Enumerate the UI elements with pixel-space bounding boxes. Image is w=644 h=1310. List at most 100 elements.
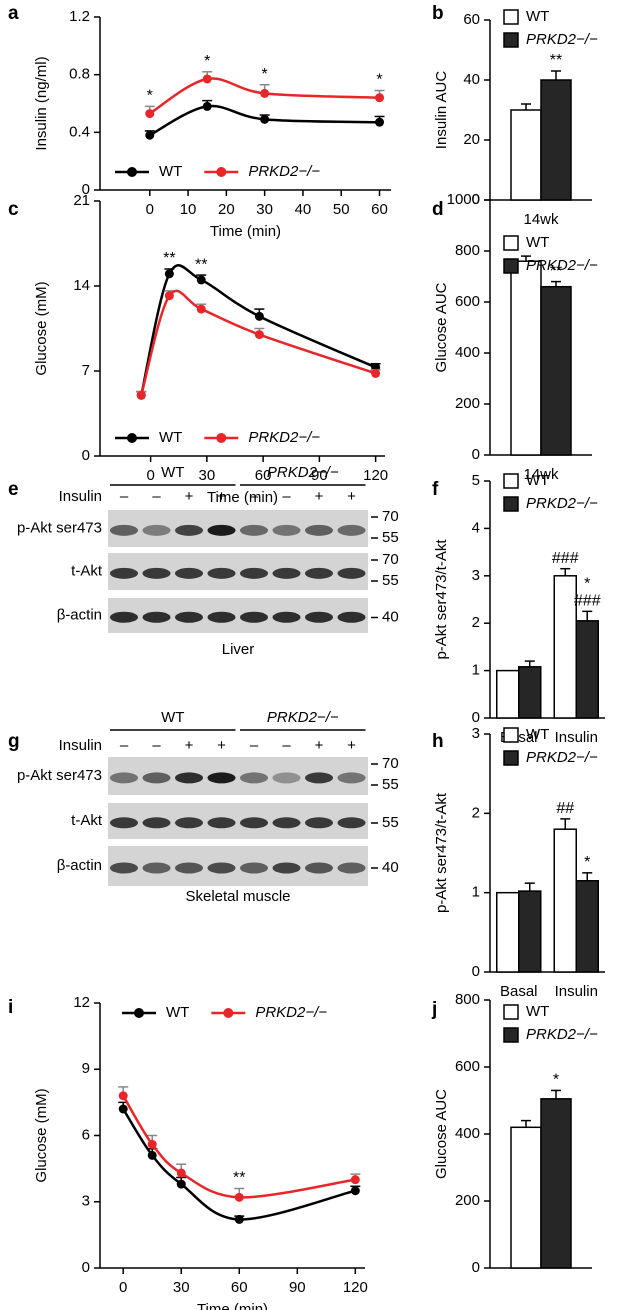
panel-letter: c	[8, 199, 19, 220]
significance: *	[553, 1072, 559, 1089]
blot-band	[207, 611, 236, 623]
legend-label: PRKD2−/−	[526, 495, 598, 512]
x-tick-label: 120	[363, 467, 388, 484]
lane-sign: +	[185, 488, 194, 505]
blot-band	[142, 567, 171, 579]
marker-label: 55	[382, 529, 399, 546]
blot-band	[175, 524, 203, 536]
significance: *	[204, 53, 210, 70]
y-tick-label: 0	[82, 1259, 90, 1276]
row-label: t-Akt	[71, 562, 103, 579]
blot-band	[337, 817, 366, 829]
y-tick-label: 400	[455, 344, 480, 361]
series-line	[140, 289, 377, 396]
legend-label: WT	[526, 1003, 549, 1020]
significance: ###	[552, 550, 579, 567]
legend-swatch	[503, 1004, 519, 1020]
marker-label: 70	[382, 551, 399, 568]
x-tick-label: Insulin	[555, 729, 598, 746]
lane-sign: +	[347, 737, 356, 754]
y-tick-label: 200	[455, 395, 480, 412]
legend-swatch	[127, 433, 137, 443]
point	[118, 1091, 128, 1101]
y-axis-title: Glucose AUC	[433, 1089, 450, 1179]
point	[375, 117, 385, 127]
treatment-label: Insulin	[59, 737, 102, 754]
series-line	[122, 1095, 356, 1199]
bar	[518, 890, 542, 973]
bar	[540, 1098, 572, 1269]
legend-swatch	[134, 1008, 144, 1018]
y-axis-title: Insulin AUC	[433, 71, 450, 150]
x-tick-label: 0	[119, 1279, 127, 1296]
y-tick-label: 40	[463, 71, 480, 88]
y-axis-title: p-Akt ser473/t-Akt	[433, 792, 450, 913]
panel-letter: a	[8, 3, 19, 24]
y-tick-label: 0	[472, 1259, 480, 1276]
point	[202, 101, 212, 111]
bar	[510, 260, 542, 456]
y-tick-label: 6	[82, 1126, 90, 1143]
y-tick-label: 0	[82, 447, 90, 464]
lane-sign: +	[217, 737, 226, 754]
blot-band	[272, 611, 301, 623]
point	[164, 291, 174, 301]
group-label: PRKD2−/−	[267, 464, 339, 481]
point	[145, 130, 155, 140]
legend-swatch	[503, 473, 519, 489]
blot-band	[207, 772, 236, 784]
blot-band	[272, 524, 301, 536]
x-tick-label: 30	[256, 201, 273, 218]
series-line	[149, 104, 380, 137]
legend-swatch	[503, 1027, 519, 1043]
lane-sign: –	[282, 488, 291, 505]
x-tick-label: 60	[371, 201, 388, 218]
bar	[575, 620, 599, 719]
treatment-label: Insulin	[59, 488, 102, 505]
y-tick-label: 600	[455, 293, 480, 310]
y-tick-label: 20	[463, 131, 480, 148]
blot-band	[272, 772, 301, 784]
lane-sign: –	[152, 737, 161, 754]
significance: ###	[574, 593, 601, 610]
blot-band	[240, 862, 268, 874]
y-tick-label: 800	[455, 991, 480, 1008]
blot-band	[305, 862, 333, 874]
blot-band	[110, 817, 138, 829]
point	[350, 1186, 360, 1196]
x-tick-label: 20	[218, 201, 235, 218]
point	[234, 1192, 244, 1202]
point	[202, 74, 212, 84]
point	[176, 1179, 186, 1189]
legend-swatch	[503, 32, 519, 48]
legend-label: PRKD2−/−	[248, 429, 320, 446]
series-line	[122, 1108, 356, 1221]
y-tick-label: 3	[472, 567, 480, 584]
legend-label: WT	[526, 472, 549, 489]
y-tick-label: 0	[472, 446, 480, 463]
legend-swatch	[216, 167, 227, 177]
lane-sign: –	[282, 737, 291, 754]
legend-label: PRKD2−/−	[248, 163, 320, 180]
y-tick-label: 3	[82, 1193, 90, 1210]
lane-sign: +	[185, 737, 194, 754]
bar	[575, 880, 599, 973]
blot-band	[142, 524, 171, 536]
legend-label: WT	[526, 726, 549, 743]
panel-letter: f	[432, 479, 439, 500]
legend-swatch	[503, 750, 519, 766]
point	[145, 109, 155, 119]
blot-band	[337, 862, 366, 874]
x-tick-label: Basal	[500, 983, 538, 1000]
blot-band	[305, 611, 333, 623]
significance: *	[376, 72, 382, 89]
x-axis-title: Time (min)	[210, 223, 281, 240]
legend-swatch	[503, 727, 519, 743]
blot-band	[305, 524, 333, 536]
legend-label: PRKD2−/−	[255, 1004, 327, 1021]
lane-sign: +	[315, 737, 324, 754]
y-axis-title: Insulin (ng/ml)	[33, 56, 50, 150]
point	[260, 88, 270, 98]
y-tick-label: 1.2	[69, 8, 90, 25]
y-tick-label: 1000	[447, 191, 480, 208]
